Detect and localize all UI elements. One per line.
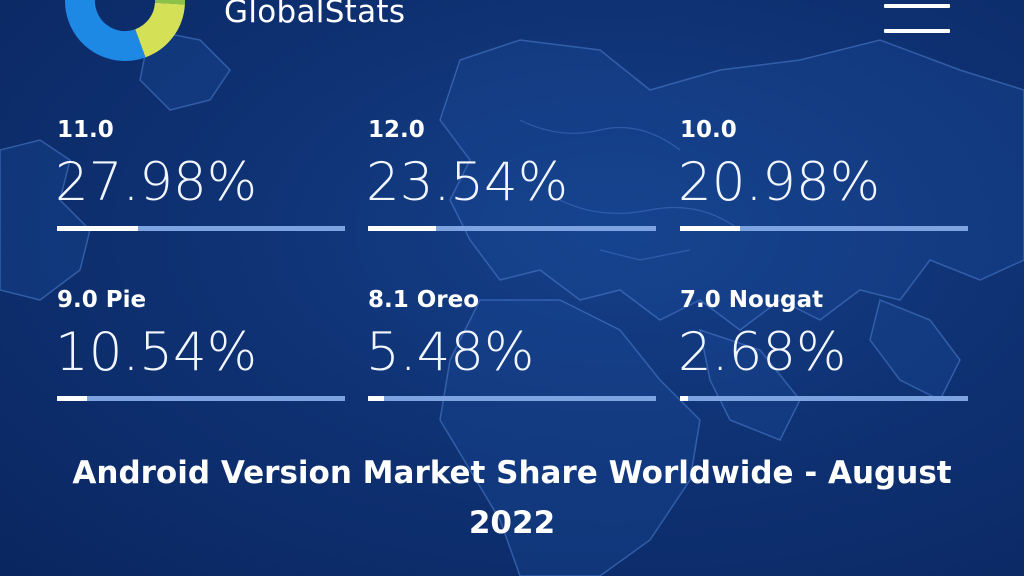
stat-version-name: 9.0 Pie	[57, 287, 147, 313]
share-bar-fill	[57, 226, 138, 231]
stat-percentage: 2.68%	[678, 322, 847, 383]
stat-version-name: 10.0	[680, 117, 737, 143]
share-bar-track	[368, 226, 656, 231]
stat-version-name: 11.0	[57, 117, 114, 143]
donut-chart-logo-icon[interactable]	[60, 0, 190, 62]
share-bar-track	[57, 226, 345, 231]
share-bar-fill	[368, 226, 436, 231]
stat-version-name: 8.1 Oreo	[368, 287, 480, 313]
stat-percentage: 5.48%	[366, 322, 535, 383]
stat-percentage: 10.54%	[55, 322, 258, 383]
page-title: Android Version Market Share Worldwide -…	[0, 448, 1024, 548]
header: GlobalStats	[0, 0, 1024, 70]
stat-percentage: 23.54%	[366, 152, 569, 213]
share-bar-track	[680, 226, 968, 231]
brand-name[interactable]: GlobalStats	[224, 0, 406, 30]
stat-percentage: 20.98%	[678, 152, 881, 213]
hamburger-menu-icon[interactable]	[884, 4, 950, 34]
share-bar-track	[680, 396, 968, 401]
stat-version-name: 7.0 Nougat	[680, 287, 824, 313]
share-bar-fill	[680, 396, 688, 401]
page-title-line-1: Android Version Market Share Worldwide -…	[72, 455, 952, 491]
stat-percentage: 27.98%	[55, 152, 258, 213]
share-bar-fill	[368, 396, 384, 401]
share-bar-fill	[57, 396, 87, 401]
stat-version-name: 12.0	[368, 117, 425, 143]
share-bar-fill	[680, 226, 740, 231]
share-bar-track	[57, 396, 345, 401]
page-title-line-2: 2022	[468, 505, 556, 541]
share-bar-track	[368, 396, 656, 401]
